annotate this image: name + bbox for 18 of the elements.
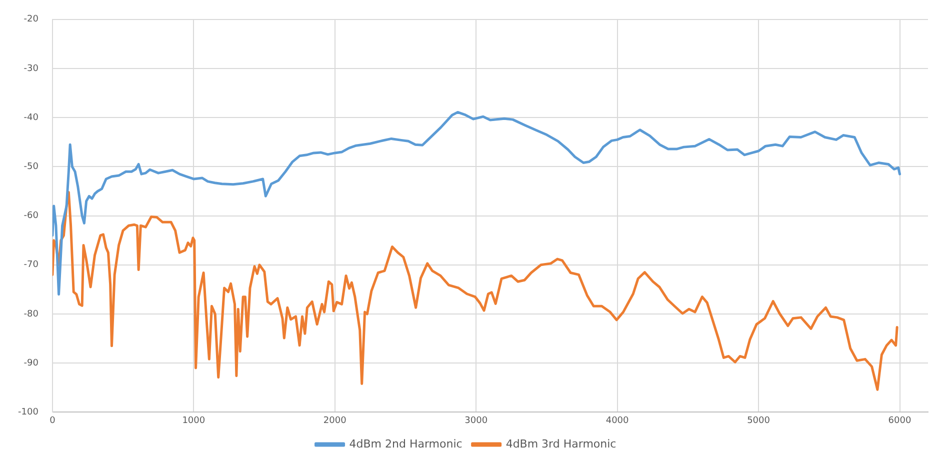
y-tick-label: -70 — [24, 260, 39, 270]
y-tick-label: -90 — [24, 358, 39, 368]
y-tick-label: -40 — [24, 112, 39, 123]
x-tick-label: 2000 — [323, 416, 347, 426]
x-tick-label: 4000 — [606, 416, 630, 426]
y-tick-label: -30 — [24, 64, 39, 74]
x-tick-label: 3000 — [464, 416, 488, 426]
x-tick-label: 5000 — [747, 416, 770, 426]
y-tick-label: -20 — [24, 14, 39, 25]
x-tick-label: 6000 — [888, 416, 912, 426]
y-tick-label: -80 — [24, 309, 39, 320]
x-tick-label: 0 — [50, 416, 56, 426]
x-tick-label: 1000 — [182, 416, 206, 426]
legend-label: 4dBm 2nd Harmonic — [349, 437, 462, 450]
legend-label: 4dBm 3rd Harmonic — [506, 437, 616, 450]
y-tick-label: -50 — [24, 162, 39, 172]
y-tick-label: -100 — [18, 408, 39, 418]
y-tick-label: -60 — [24, 211, 39, 222]
